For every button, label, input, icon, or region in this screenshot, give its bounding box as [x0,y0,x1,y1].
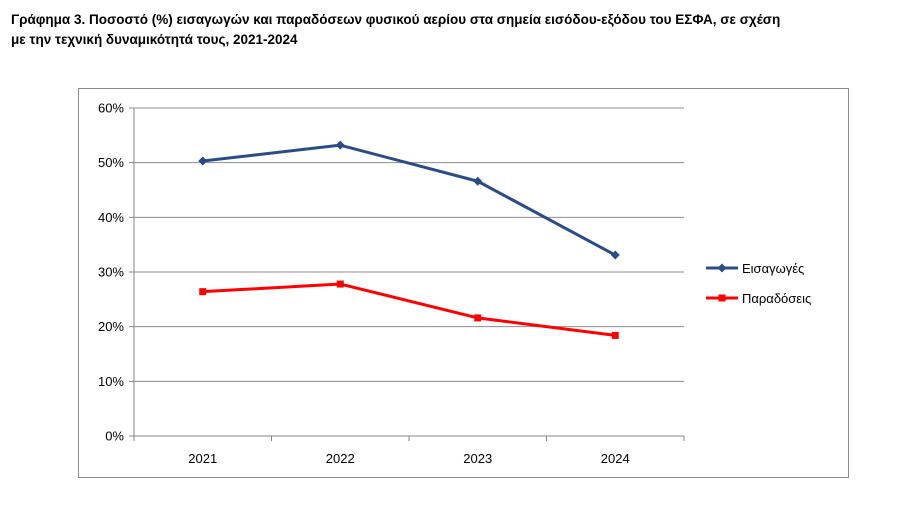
data-point-2 [336,280,344,288]
data-point-1 [473,176,483,186]
chart-title-line-2: με την τεχνική δυναμικότητά τους, 2021-2… [11,32,298,47]
data-point-2 [199,288,207,296]
chart-frame [78,88,849,478]
series-line-2 [202,282,616,337]
data-point-2 [611,331,619,339]
data-point-1 [610,250,620,260]
legend-swatch-marker [718,294,726,302]
y-tick-label: 10% [98,374,124,389]
chart-title: Γράφημα 3. Ποσοστό (%) εισαγωγών και παρ… [11,10,891,50]
y-tick-label: 40% [98,210,124,225]
y-tick-label: 20% [98,319,124,334]
data-point-1 [335,140,345,150]
y-tick-label: 30% [98,265,124,280]
y-tick-label: 50% [98,155,124,170]
data-point-1 [198,156,208,166]
chart-title-line-1: Γράφημα 3. Ποσοστό (%) εισαγωγών και παρ… [11,12,781,27]
legend-label: Παραδόσεις [742,291,811,306]
data-point-2 [474,314,482,322]
x-tick-label: 2023 [463,451,492,466]
legend-swatch-marker [717,263,727,273]
legend-label: Εισαγωγές [742,261,804,276]
y-tick-label: 0% [105,429,124,444]
y-tick-label: 60% [98,101,124,116]
series-line-1 [202,143,616,257]
x-tick-label: 2021 [188,451,217,466]
x-tick-label: 2024 [601,451,630,466]
x-tick-label: 2022 [326,451,355,466]
